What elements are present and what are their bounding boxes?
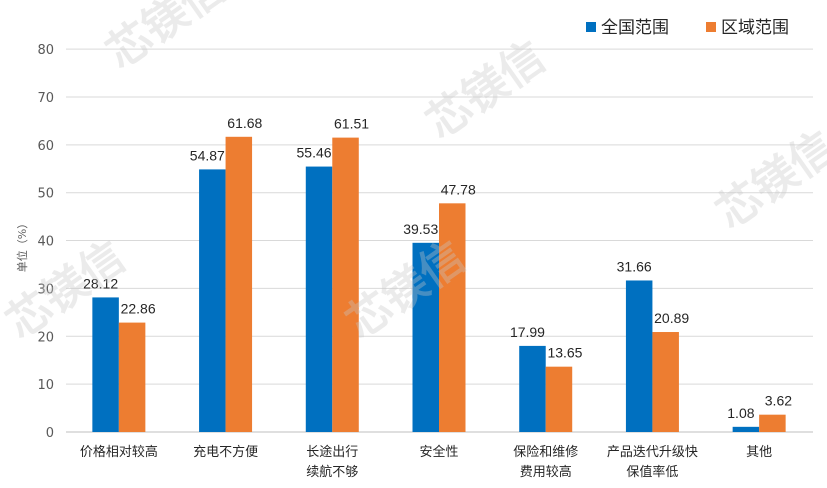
watermark: 芯镁信 bbox=[97, 0, 234, 79]
watermark: 芯镁信 bbox=[707, 122, 827, 239]
data-label: 3.62 bbox=[765, 393, 792, 409]
bar-regional bbox=[759, 414, 786, 432]
category-label: 费用较高 bbox=[520, 464, 572, 480]
y-tick-label: 60 bbox=[37, 139, 54, 154]
data-label: 31.66 bbox=[617, 258, 652, 274]
bar-national bbox=[305, 166, 333, 433]
data-label: 39.53 bbox=[403, 221, 438, 237]
category-label: 保值率低 bbox=[626, 464, 678, 480]
data-label: 1.08 bbox=[727, 405, 754, 421]
y-tick-label: 30 bbox=[37, 282, 54, 297]
bar-regional bbox=[225, 136, 253, 433]
data-label: 17.99 bbox=[510, 324, 545, 340]
bar-regional bbox=[545, 366, 573, 432]
bar-national bbox=[412, 242, 439, 432]
data-label: 54.87 bbox=[190, 147, 225, 163]
category-label: 保险和维修 bbox=[513, 445, 578, 460]
category-label: 价格相对较高 bbox=[80, 444, 158, 460]
y-axis-label: 单位（%） bbox=[15, 218, 29, 272]
legend-label: 全国范围 bbox=[601, 18, 669, 38]
y-tick-label: 70 bbox=[37, 91, 54, 106]
bar-national bbox=[732, 426, 760, 432]
y-tick-label: 40 bbox=[37, 235, 54, 250]
bar-regional bbox=[439, 203, 466, 432]
data-label: 61.68 bbox=[227, 115, 262, 131]
bar-regional bbox=[118, 322, 146, 432]
data-label: 22.86 bbox=[121, 301, 156, 317]
y-tick-label: 50 bbox=[37, 187, 54, 202]
category-label: 产品迭代升级快 bbox=[607, 445, 698, 460]
data-label: 55.46 bbox=[297, 145, 332, 161]
y-tick-label: 20 bbox=[37, 330, 54, 345]
y-tick-label: 10 bbox=[37, 378, 54, 393]
data-label: 20.89 bbox=[654, 310, 689, 326]
data-label: 13.65 bbox=[547, 345, 582, 361]
category-label: 其他 bbox=[746, 445, 772, 460]
data-label: 61.51 bbox=[334, 116, 369, 132]
legend: 全国范围 区域范围 bbox=[586, 18, 789, 38]
bar-national bbox=[199, 169, 226, 432]
category-label: 安全性 bbox=[419, 444, 458, 460]
bars bbox=[92, 136, 786, 433]
bar-regional bbox=[652, 332, 679, 432]
bar-national bbox=[625, 280, 653, 432]
y-tick-label: 0 bbox=[46, 426, 54, 441]
legend-swatch bbox=[706, 22, 716, 32]
bar-regional bbox=[332, 137, 359, 432]
category-label: 长途出行 bbox=[306, 444, 358, 460]
category-label: 续航不够 bbox=[306, 464, 358, 480]
legend-label: 区域范围 bbox=[721, 18, 789, 38]
legend-swatch bbox=[586, 22, 596, 32]
data-label: 47.78 bbox=[441, 181, 476, 197]
y-tick-label: 80 bbox=[37, 43, 54, 58]
y-axis-ticks: 0 10 20 30 40 50 60 70 80 bbox=[37, 43, 54, 441]
bar-national bbox=[519, 345, 546, 432]
bar-national bbox=[92, 297, 119, 432]
category-label: 充电不方便 bbox=[193, 444, 258, 460]
data-label: 28.12 bbox=[83, 275, 118, 291]
